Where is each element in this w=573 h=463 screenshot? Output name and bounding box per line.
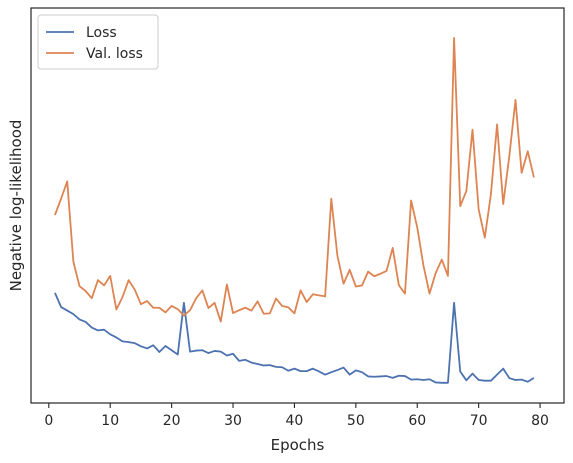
plot-frame <box>30 7 565 404</box>
x-tick-label: 0 <box>44 413 53 429</box>
series-line-loss <box>54 292 535 384</box>
x-tick-label: 30 <box>224 413 242 429</box>
x-tick-label: 40 <box>286 413 304 429</box>
x-tick-label: 80 <box>531 413 549 429</box>
x-axis-label: Epochs <box>271 436 325 454</box>
series-lines <box>54 37 535 384</box>
legend-box <box>37 14 159 70</box>
y-axis-label: Negative log-likelihood <box>7 120 25 292</box>
series-line-val-loss <box>54 37 535 323</box>
x-tick-label: 20 <box>163 413 181 429</box>
x-axis: 0 10 20 30 40 50 60 70 80 <box>44 403 549 429</box>
x-tick-label: 70 <box>470 413 488 429</box>
x-tick-label: 50 <box>347 413 365 429</box>
legend: Loss Val. loss <box>37 14 159 70</box>
legend-label-loss: Loss <box>86 25 117 41</box>
plot-area <box>31 8 564 403</box>
legend-label-val-loss: Val. loss <box>86 46 143 62</box>
x-tick-label: 10 <box>101 413 119 429</box>
x-tick-label: 60 <box>408 413 426 429</box>
